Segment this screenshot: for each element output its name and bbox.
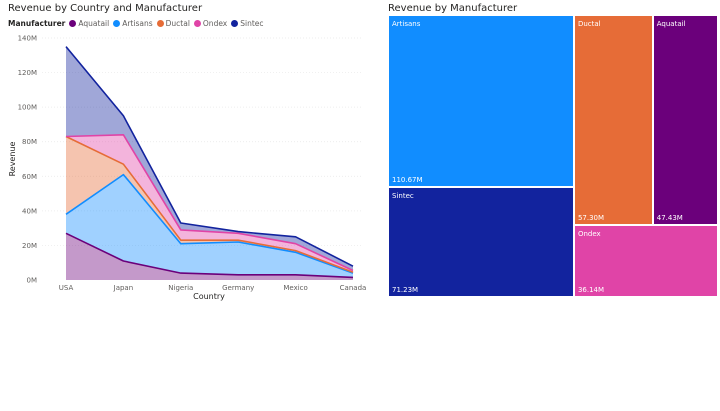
treemap-tile-aquatail[interactable]: Aquatail 47.43M (653, 15, 718, 225)
x-tick-label: Germany (222, 284, 254, 292)
y-tick-label: 60M (22, 173, 37, 181)
x-tick-label: Nigeria (168, 284, 193, 292)
x-axis-title: Country (193, 292, 225, 301)
tile-name: Aquatail (657, 20, 686, 28)
tile-value: 71.23M (392, 286, 418, 294)
treemap-tile-sintec[interactable]: Sintec 71.23M (388, 187, 574, 297)
x-tick-label: USA (59, 284, 74, 292)
treemap-title: Revenue by Manufacturer (388, 3, 517, 14)
treemap-tile-ondex[interactable]: Ondex 36.14M (574, 225, 718, 297)
y-tick-label: 80M (22, 138, 37, 146)
y-axis-title: Revenue (8, 142, 17, 177)
y-tick-label: 40M (22, 207, 37, 215)
tile-name: Ductal (578, 20, 601, 28)
y-tick-label: 140M (18, 35, 37, 43)
tile-name: Artisans (392, 20, 420, 28)
tile-name: Sintec (392, 192, 414, 200)
stacked-area-chart[interactable]: 0M 20M 40M 60M 80M 100M 120M 140M USA Japan Nigeri… (0, 0, 370, 411)
y-tick-label: 120M (18, 69, 37, 77)
x-tick-label: Canada (340, 284, 367, 292)
tile-value: 47.43M (657, 214, 683, 222)
x-tick-label: Japan (113, 284, 134, 292)
tile-value: 36.14M (578, 286, 604, 294)
y-tick-label: 0M (27, 277, 38, 285)
y-tick-label: 100M (18, 104, 37, 112)
tile-value: 57.30M (578, 214, 604, 222)
tile-value: 110.67M (392, 176, 423, 184)
y-tick-label: 20M (22, 242, 37, 250)
tile-name: Ondex (578, 230, 601, 238)
treemap-tile-artisans[interactable]: Artisans 110.67M (388, 15, 574, 187)
treemap-tile-ductal[interactable]: Ductal 57.30M (574, 15, 653, 225)
x-tick-label: Mexico (283, 284, 307, 292)
treemap[interactable]: Artisans 110.67M Sintec 71.23M Ductal 57… (388, 15, 718, 297)
